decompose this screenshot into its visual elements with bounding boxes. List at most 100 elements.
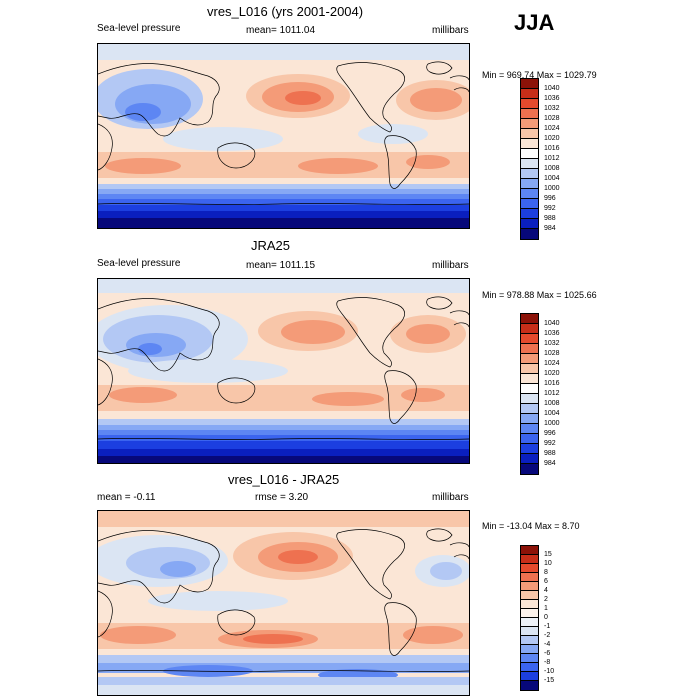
panel1-mean-label: mean= 1011.04	[246, 25, 316, 36]
swatch-diff-m1	[521, 627, 538, 636]
cbar-label: 6	[544, 578, 548, 585]
cbar-label: 988	[544, 215, 556, 222]
swatch-diff-min	[521, 681, 538, 690]
swatch-996	[521, 189, 538, 199]
panel1-colorbar: 1040 1036 1032 1028 1024 1020 1016 1012 …	[520, 78, 560, 240]
panel3-map-svg	[98, 511, 469, 695]
coastlines	[98, 296, 469, 440]
swatch-1036	[521, 89, 538, 99]
swatch-1016	[521, 374, 538, 384]
season-label: JJA	[514, 10, 555, 35]
swatch-1020	[521, 129, 538, 139]
swatch-1028	[521, 109, 538, 119]
cbar-label: 10	[544, 560, 552, 567]
swatch-992	[521, 199, 538, 209]
cbar-label: 4	[544, 587, 548, 594]
band-zero	[98, 649, 469, 655]
band-992	[98, 205, 469, 211]
band-1008	[98, 184, 469, 189]
panel2-units-label: millibars	[432, 260, 469, 271]
pacific-high-core	[281, 320, 345, 344]
europe-coast	[449, 542, 469, 560]
swatch-1020	[521, 364, 538, 374]
panel3-map	[97, 510, 470, 696]
swatch-diff-m2	[521, 636, 538, 645]
panel1-variable-label: Sea-level pressure	[97, 23, 181, 34]
band-minus4	[98, 663, 469, 673]
north-america-coast	[336, 529, 405, 600]
atlantic-high-core	[410, 88, 462, 112]
coastlines	[98, 61, 469, 205]
south-pacific-high	[298, 158, 378, 174]
north-america-coast	[336, 297, 405, 368]
band-996	[98, 435, 469, 441]
south-america-coast	[384, 135, 417, 189]
panel3-mean-label: mean = -0.11	[97, 492, 156, 503]
south-atlantic-high	[401, 388, 445, 402]
cbar-label: 1	[544, 605, 548, 612]
band-992	[98, 441, 469, 449]
cbar-label: -8	[544, 659, 551, 666]
cbar-label: 1004	[544, 410, 560, 417]
north-america-coast	[336, 62, 405, 133]
panel1-map	[97, 43, 470, 229]
swatch-diff-15	[521, 555, 538, 564]
cbar-label: 1028	[544, 115, 560, 122]
cbar-label: 0	[544, 614, 548, 621]
swatch-988	[521, 444, 538, 454]
panel3-rmse-label: rmse = 3.20	[255, 492, 309, 503]
swatch-diff-m4	[521, 645, 538, 654]
panel3-title: vres_L016 - JRA25	[228, 472, 340, 487]
arctic-band	[98, 279, 469, 293]
arctic-positive	[98, 511, 469, 527]
band-1004	[98, 425, 469, 430]
atlantic-high-core	[406, 324, 450, 344]
antarctica-coast	[98, 203, 469, 205]
cbar-label: 1016	[544, 380, 560, 387]
cbar-label: -15	[544, 677, 555, 684]
indian-positive	[100, 626, 176, 644]
swatch-1004	[521, 404, 538, 414]
greenland-coast	[426, 528, 453, 542]
band-1004	[98, 189, 469, 194]
swatch-992	[521, 434, 538, 444]
pacific-high-center	[285, 91, 321, 105]
swatch-1012	[521, 384, 538, 394]
cbar-label: 1012	[544, 390, 560, 397]
south-america-coast	[384, 370, 417, 424]
swatch-1032	[521, 99, 538, 109]
greenland-coast	[426, 296, 453, 310]
cbar-label: 15	[544, 551, 552, 558]
australia-coast	[217, 609, 256, 636]
swatch-1004	[521, 169, 538, 179]
swatch-min	[521, 229, 538, 239]
panel1-title: vres_L016 (yrs 2001-2004)	[207, 4, 364, 19]
greenland-coast	[426, 61, 453, 75]
swatch-996	[521, 424, 538, 434]
south-atlantic-high	[406, 155, 450, 169]
swatch-diff-m10	[521, 672, 538, 681]
antarctica-coast	[98, 670, 469, 672]
atlantic-negative-core	[430, 562, 462, 580]
africa-coast	[98, 123, 113, 171]
eurasia-coast	[98, 63, 220, 137]
cbar-label: -6	[544, 650, 551, 657]
swatch-1040	[521, 79, 538, 89]
swatch-984	[521, 219, 538, 229]
swatch-984	[521, 454, 538, 464]
cbar-label: 1032	[544, 105, 560, 112]
panel3-colorbar-swatches	[520, 545, 539, 691]
panel1-units-label: millibars	[432, 25, 469, 36]
swatch-diff-m8	[521, 663, 538, 672]
cbar-label: 1036	[544, 95, 560, 102]
panel1-colorbar-swatches	[520, 78, 539, 240]
equatorial-band	[163, 127, 283, 151]
band-984	[98, 456, 469, 463]
panel2-map-svg	[98, 279, 469, 463]
swatch-1012	[521, 149, 538, 159]
europe-coast	[449, 310, 469, 328]
swatch-diff-10	[521, 564, 538, 573]
europe-coast	[449, 75, 469, 93]
panel1-minmax: Min = 969.74 Max = 1029.79	[482, 70, 597, 80]
south-america-coast	[384, 602, 417, 656]
